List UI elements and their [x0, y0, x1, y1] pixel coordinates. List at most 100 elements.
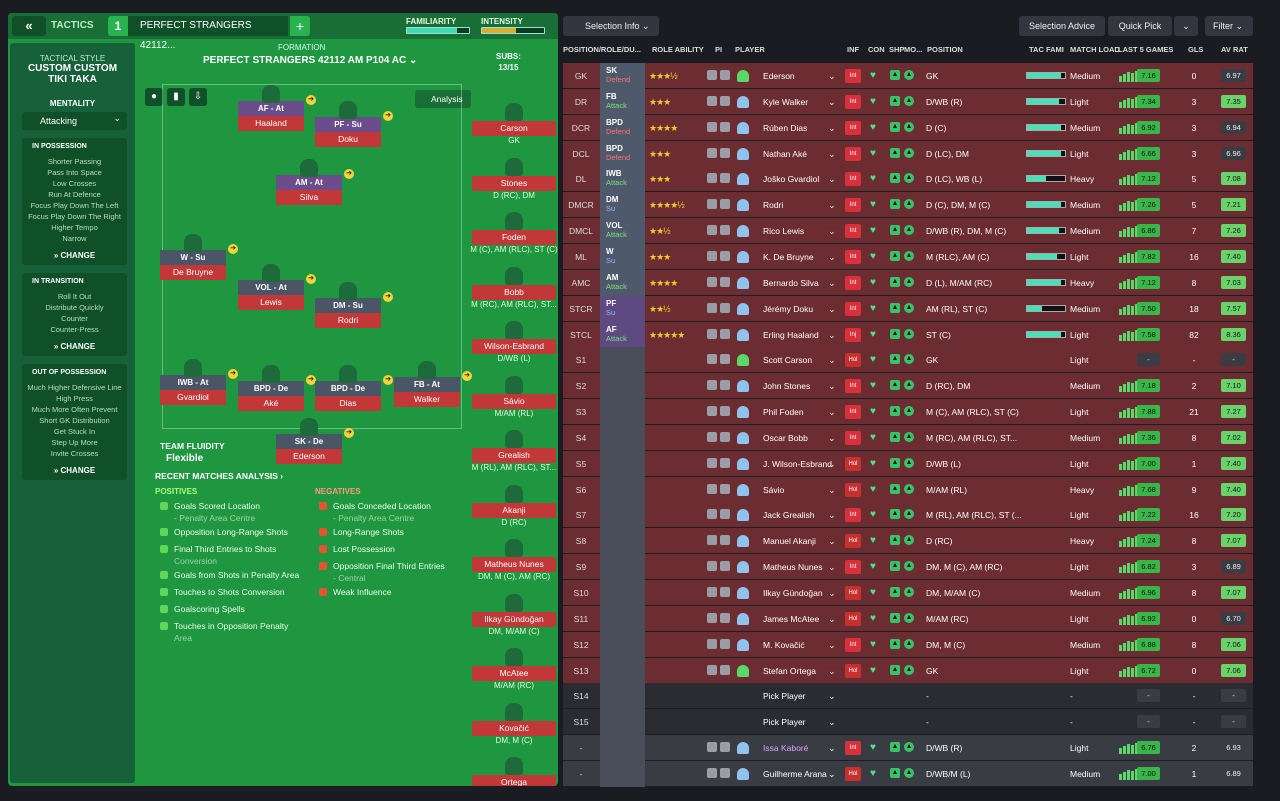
player-info-icon[interactable] — [720, 70, 730, 80]
pitch-player[interactable]: AM - At Silva — [276, 159, 342, 205]
player-info-icon[interactable] — [720, 121, 730, 132]
pitch-player[interactable]: DM - Su Rodri — [315, 282, 381, 328]
mentality-dropdown[interactable]: Attacking — [22, 109, 127, 130]
player-name[interactable]: Rodri — [763, 200, 784, 211]
instruction-arrow-icon[interactable]: ➔ — [344, 428, 354, 438]
table-row[interactable]: S3 Phil Foden ⌄ Int ♥ ▲ ▲ M (C), AM (RLC), ST (… — [563, 399, 1253, 426]
instruction-arrow-icon[interactable]: ➔ — [306, 274, 316, 284]
column-header[interactable]: AV RAT — [1221, 45, 1248, 54]
player-name[interactable]: Ederson — [276, 449, 342, 464]
sub-name[interactable]: Sávio — [472, 393, 556, 409]
sub-player[interactable]: Kovačić DM, M (C) — [468, 702, 558, 746]
player-info-icon[interactable] — [720, 276, 730, 287]
player-name[interactable]: Bernardo Silva — [763, 277, 819, 288]
table-row[interactable]: DCL BPD Defend ★★★ Nathan Aké ⌄ Int ♥ ▲ ▲ D (LC), … — [563, 140, 1253, 167]
player-dropdown-chevron[interactable]: ⌄ — [828, 251, 836, 262]
column-header[interactable]: PLAYER — [735, 45, 765, 54]
player-name[interactable]: Doku — [315, 132, 381, 147]
table-row[interactable]: S4 Oscar Bobb ⌄ Int ♥ ▲ ▲ M (RC), AM (RLC), ST.… — [563, 424, 1253, 451]
table-row[interactable]: AMC AM Attack ★★★★ Bernardo Silva ⌄ Int ♥ ▲ ▲ D (L… — [563, 269, 1253, 296]
sub-player[interactable]: Wilson-Esbrand D/WB (L) — [468, 321, 558, 364]
role-duty[interactable]: SK Defend — [600, 63, 645, 89]
table-row[interactable]: S13 Stefan Ortega ⌄ Hol ♥ ▲ ▲ GK Light 6.72 0 7.06 — [563, 657, 1253, 684]
tactical-style-name-2[interactable]: TIKI TAKA — [48, 74, 97, 85]
player-dropdown-chevron[interactable]: ⌄ — [828, 588, 836, 598]
player-name[interactable]: J. Wilson-Esbrand — [763, 458, 832, 469]
player-dropdown-chevron[interactable]: ⌄ — [828, 432, 836, 443]
player-info-icon[interactable] — [720, 225, 730, 236]
table-row[interactable]: - Guilherme Arana ⌄ Hol ♥ ▲ ▲ D/WB/M (L) Medium 7… — [563, 760, 1253, 787]
player-dropdown-chevron[interactable]: ⌄ — [828, 355, 836, 366]
table-row[interactable]: DMCL VOL Attack ★★½ Rico Lewis ⌄ Int ♥ ▲ ▲ D/WB (R… — [563, 218, 1253, 245]
player-info-icon[interactable] — [720, 354, 730, 365]
player-name[interactable]: Pick Player — [763, 717, 806, 728]
player-name[interactable]: Rúben Dias — [763, 122, 808, 133]
role-duty[interactable]: AF Attack — [600, 321, 645, 348]
pitch-player[interactable]: PF - Su Doku — [315, 101, 381, 147]
instruction-arrow-icon[interactable]: ➔ — [306, 95, 316, 105]
player-instructions-icon[interactable] — [707, 483, 717, 494]
table-row[interactable]: DL IWB Attack ★★★ Joško Gvardiol ⌄ Int ♥ ▲ ▲ D (LC… — [563, 166, 1253, 193]
player-name[interactable]: Stefan Ortega — [763, 665, 816, 676]
column-header[interactable]: POSITION/ROLE/DU... — [563, 45, 641, 54]
familiarity-bar[interactable] — [406, 27, 470, 34]
table-row[interactable]: S7 Jack Grealish ⌄ Int ♥ ▲ ▲ M (RL), AM (RLC), … — [563, 502, 1253, 529]
player-name[interactable]: Haaland — [238, 116, 304, 131]
player-name[interactable]: Issa Kaboré — [763, 743, 809, 754]
role-duty[interactable]: DM Su — [600, 192, 645, 219]
back-button[interactable]: « — [12, 16, 46, 36]
sub-player[interactable]: Matheus Nunes DM, M (C), AM (RC) — [468, 539, 558, 582]
player-dropdown-chevron[interactable]: ⌄ — [828, 381, 836, 392]
player-dropdown-chevron[interactable]: ⌄ — [828, 303, 836, 314]
column-header[interactable]: GLS — [1188, 45, 1204, 54]
role-duty[interactable]: AM Attack — [600, 269, 645, 296]
column-header[interactable]: CON — [868, 45, 885, 54]
player-name[interactable]: Walker — [394, 392, 460, 407]
sub-player[interactable]: OrtegaGK — [468, 757, 558, 786]
role-duty[interactable]: W Su — [600, 243, 645, 270]
instruction-arrow-icon[interactable]: ➔ — [383, 111, 393, 121]
player-info-icon[interactable] — [720, 380, 730, 391]
player-dropdown-chevron[interactable]: ⌄ — [828, 510, 836, 521]
tactic-number[interactable]: 1 — [108, 16, 128, 36]
column-header[interactable]: MATCH LOAD — [1070, 45, 1120, 54]
quick-pick-chevron[interactable]: ⌄ — [1174, 16, 1198, 36]
column-header[interactable]: POSITION — [927, 45, 963, 54]
player-dropdown-chevron[interactable]: ⌄ — [828, 226, 836, 237]
player-instructions-icon[interactable] — [707, 250, 717, 261]
player-name[interactable]: Oscar Bobb — [763, 432, 808, 443]
player-name[interactable]: Ilkay Gündoğan — [763, 588, 823, 598]
player-info-icon[interactable] — [720, 664, 730, 675]
table-row[interactable]: S8 Manuel Akanji ⌄ Hol ♥ ▲ ▲ D (RC) Heavy 7.24 8 7.… — [563, 528, 1253, 555]
player-name[interactable]: K. De Bruyne — [763, 251, 814, 262]
player-name[interactable]: Pick Player — [763, 691, 806, 702]
player-instructions-icon[interactable] — [707, 612, 717, 623]
column-header[interactable]: PI — [715, 45, 723, 54]
sub-name[interactable]: McAtee — [472, 666, 556, 681]
role-duty[interactable]: IWB Attack — [600, 166, 645, 193]
column-header[interactable]: TAC FAMI — [1029, 45, 1064, 54]
sub-player[interactable]: Grealish M (RL), AM (RLC), ST... — [468, 430, 558, 473]
player-info-icon[interactable] — [720, 483, 730, 494]
player-info-icon[interactable] — [720, 406, 730, 417]
player-info-icon[interactable] — [720, 587, 730, 597]
sub-name[interactable]: Foden — [472, 230, 556, 245]
player-info-icon[interactable] — [720, 250, 730, 261]
player-instructions-icon[interactable] — [707, 457, 717, 468]
column-header[interactable]: INF — [847, 45, 860, 54]
player-instructions-icon[interactable] — [707, 328, 717, 339]
player-name[interactable]: Rodri — [315, 313, 381, 328]
player-instructions-icon[interactable] — [707, 431, 717, 442]
column-header[interactable]: ROLE ABILITY — [652, 45, 704, 54]
table-row[interactable]: S11 James McAtee ⌄ Hol ♥ ▲ ▲ M/AM (RC) Light 6.92… — [563, 605, 1253, 632]
sub-name[interactable]: Ilkay Gündoğan — [472, 611, 556, 627]
table-row[interactable]: ML W Su ★★★ K. De Bruyne ⌄ Int ♥ ▲ ▲ M (RLC), AM (… — [563, 243, 1253, 270]
table-row[interactable]: DR FB Attack ★★★ Kyle Walker ⌄ Int ♥ ▲ ▲ D/WB (R) L… — [563, 88, 1253, 115]
role-duty[interactable]: PF Su — [600, 295, 645, 322]
player-name[interactable]: Guilherme Arana — [763, 768, 827, 779]
table-row[interactable]: S10 Ilkay Gündoğan ⌄ Hol ♥ ▲ ▲ DM, M/AM (C) Medi… — [563, 580, 1253, 606]
player-name[interactable]: Matheus Nunes — [763, 562, 823, 573]
table-row[interactable]: DMCR DM Su ★★★★½ Rodri ⌄ Int ♥ ▲ ▲ D (C), DM, M (C… — [563, 192, 1253, 219]
change-out-of-possession-button[interactable]: » CHANGE — [53, 466, 96, 475]
player-instructions-icon[interactable] — [707, 406, 717, 417]
